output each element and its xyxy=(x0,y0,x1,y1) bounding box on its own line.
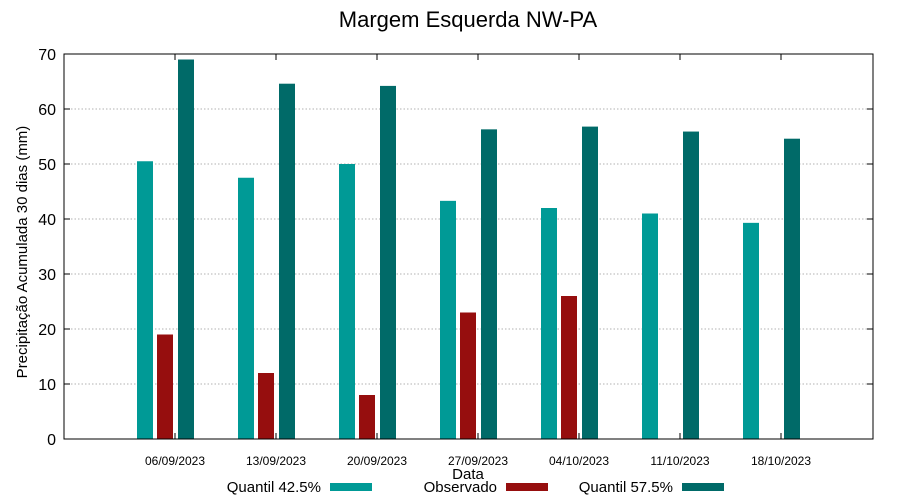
y-tick-label: 10 xyxy=(38,377,56,394)
bar-quantil-57-5-3 xyxy=(481,129,497,439)
bar-quantil-42-5-4 xyxy=(541,208,557,439)
x-tick-label: 27/09/2023 xyxy=(448,454,508,468)
bar-quantil-57-5-4 xyxy=(582,126,598,439)
legend-swatch xyxy=(330,483,372,491)
bar-quantil-42-5-1 xyxy=(238,177,254,439)
y-tick-label: 70 xyxy=(38,47,56,64)
plot-frame xyxy=(63,53,874,440)
bar-quantil-57-5-0 xyxy=(178,59,194,439)
legend-swatch xyxy=(682,483,724,491)
bar-quantil-42-5-2 xyxy=(339,164,355,439)
bar-quantil-42-5-0 xyxy=(137,161,153,439)
bar-observado-3 xyxy=(460,312,476,439)
y-tick-label: 0 xyxy=(47,432,56,449)
legend-swatch xyxy=(506,483,548,491)
y-tick-label: 20 xyxy=(38,322,56,339)
bar-quantil-42-5-3 xyxy=(440,200,456,439)
y-axis-label: Precipitação Acumulada 30 dias (mm) xyxy=(14,126,31,379)
chart-title: Margem Esquerda NW-PA xyxy=(339,7,598,32)
x-axis: 06/09/2023 13/09/2023 20/09/2023 27/09/2023… xyxy=(145,54,811,468)
x-tick-label: 20/09/2023 xyxy=(347,454,407,468)
legend-label: Quantil 42.5% xyxy=(227,479,321,496)
x-tick-label: 18/10/2023 xyxy=(751,454,811,468)
bar-quantil-57-5-1 xyxy=(279,83,295,439)
y-tick-label: 60 xyxy=(38,102,56,119)
x-tick-label: 13/09/2023 xyxy=(246,454,306,468)
bar-quantil-42-5-6 xyxy=(743,222,759,439)
bars xyxy=(137,59,800,440)
legend-label: Quantil 57.5% xyxy=(579,479,673,496)
bar-quantil-57-5-2 xyxy=(380,85,396,440)
bar-observado-4 xyxy=(561,296,577,439)
x-tick-label: 04/10/2023 xyxy=(549,454,609,468)
y-tick-label: 50 xyxy=(38,157,56,174)
y-tick-label: 30 xyxy=(38,267,56,284)
bar-quantil-42-5-5 xyxy=(642,213,658,439)
x-tick-label: 06/09/2023 xyxy=(145,454,205,468)
bar-observado-0 xyxy=(157,334,173,439)
bar-quantil-57-5-5 xyxy=(683,131,699,440)
bar-quantil-57-5-6 xyxy=(784,138,800,439)
y-axis: 0 10 20 30 40 50 60 70 xyxy=(38,47,873,449)
bar-observado-1 xyxy=(258,373,274,439)
bar-observado-2 xyxy=(359,395,375,439)
legend: Quantil 42.5% Observado Quantil 57.5% xyxy=(227,479,724,496)
x-axis-label: Data xyxy=(452,466,484,483)
y-tick-label: 40 xyxy=(38,212,56,229)
x-tick-label: 11/10/2023 xyxy=(650,454,709,468)
legend-label: Observado xyxy=(424,479,497,496)
